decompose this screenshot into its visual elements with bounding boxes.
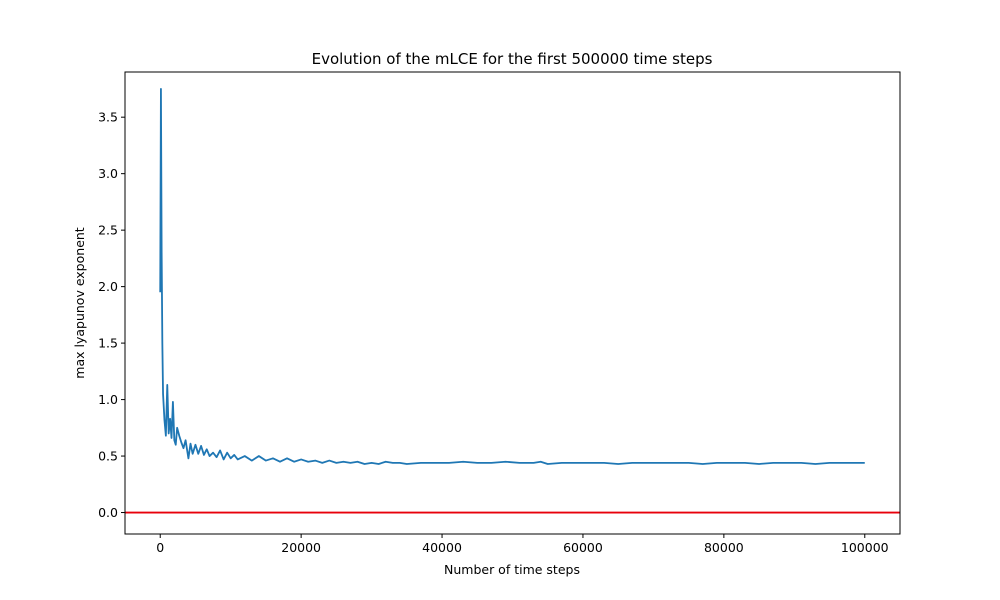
plot-background xyxy=(125,72,900,534)
y-axis: 0.0 0.5 1.0 1.5 2.0 2.5 3.0 3.5 xyxy=(98,110,125,520)
x-tick-label: 60000 xyxy=(563,540,603,555)
x-tick-label: 40000 xyxy=(422,540,462,555)
y-tick-label: 3.5 xyxy=(98,110,118,125)
x-axis-label: Number of time steps xyxy=(444,562,580,577)
y-tick-label: 1.5 xyxy=(98,336,118,351)
x-axis: 0 20000 40000 60000 80000 100000 xyxy=(156,534,889,555)
y-tick-label: 3.0 xyxy=(98,166,118,181)
series-line-0 xyxy=(159,88,865,465)
plot-frame xyxy=(124,71,901,535)
y-tick-label: 0.5 xyxy=(98,449,118,464)
series-group xyxy=(159,88,865,465)
plot-area xyxy=(124,71,901,535)
x-tick-label: 80000 xyxy=(704,540,744,555)
x-tick-label: 20000 xyxy=(281,540,321,555)
x-tick-label: 0 xyxy=(156,540,164,555)
y-tick-label: 2.5 xyxy=(98,223,118,238)
y-axis-label: max lyapunov exponent xyxy=(72,227,87,379)
y-tick-label: 1.0 xyxy=(98,392,118,407)
chart-title: Evolution of the mLCE for the first 5000… xyxy=(312,50,713,68)
y-tick-label: 0.0 xyxy=(98,505,118,520)
y-tick-label: 2.0 xyxy=(98,279,118,294)
x-tick-label: 100000 xyxy=(841,540,889,555)
